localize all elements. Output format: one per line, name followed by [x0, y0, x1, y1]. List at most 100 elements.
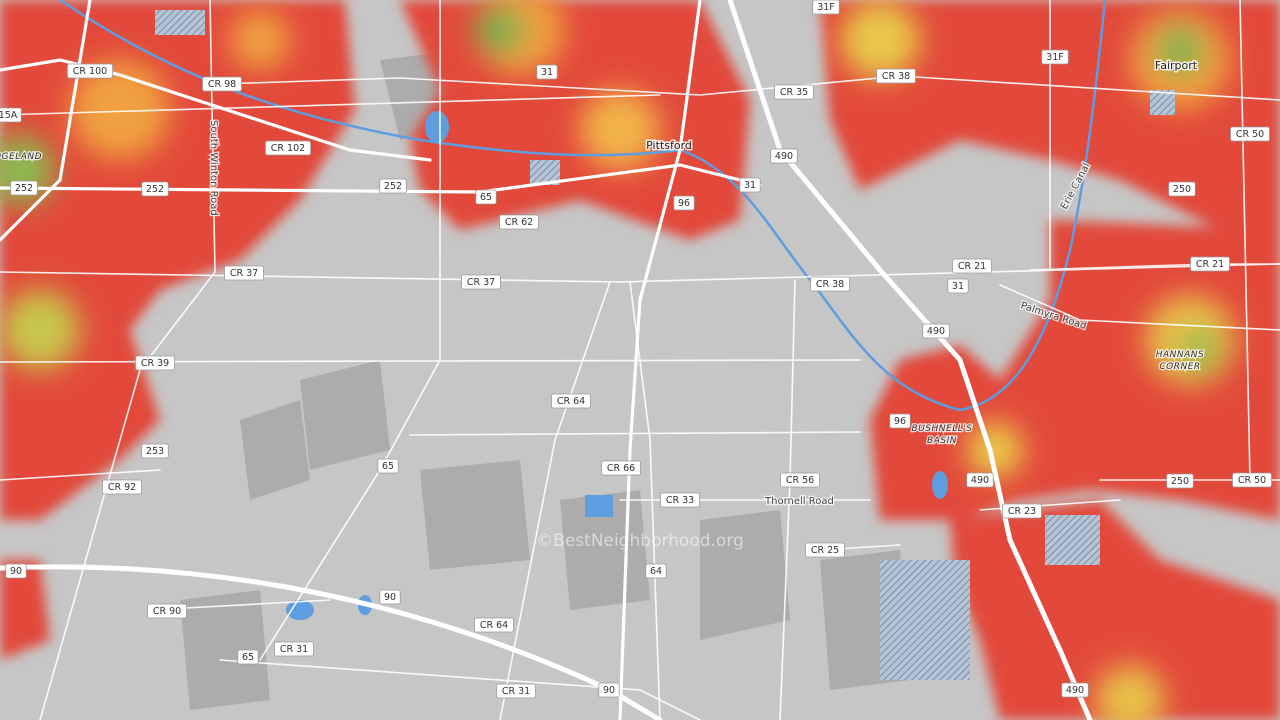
- road-shield: [379, 178, 407, 194]
- road-label: 253: [146, 446, 164, 457]
- road-shields: CR 100 CR 98 31 CR 38 31F 31F CR 35 CR 102 252 25…: [0, 0, 1272, 699]
- road-label: 90: [384, 592, 396, 603]
- road-label: 90: [603, 685, 615, 696]
- road-shield: [1232, 472, 1272, 488]
- road-label: 252: [146, 184, 164, 195]
- road-label: 65: [382, 461, 394, 472]
- road-label: CR 31: [280, 644, 308, 655]
- road-label: CR 31: [502, 686, 530, 697]
- road-shield: [601, 460, 641, 476]
- road-label: 31: [541, 67, 553, 78]
- road-label: 31F: [817, 2, 835, 13]
- place-label: BUSHNELL'S: [912, 424, 973, 434]
- place-label: CORNER: [1159, 362, 1200, 372]
- road-shield: [1166, 473, 1194, 489]
- road-label: CR 21: [1196, 259, 1224, 270]
- road-shield: [645, 563, 667, 579]
- road-shield: [947, 278, 969, 294]
- canal: [59, 0, 1107, 412]
- road-shield: [274, 641, 314, 657]
- road-label: CR 39: [141, 358, 169, 369]
- road-label: CR 50: [1236, 129, 1264, 140]
- road-label: CR 38: [816, 279, 844, 290]
- road-shield: [952, 258, 992, 274]
- road-shield: [379, 589, 401, 605]
- road-shield: [496, 683, 536, 699]
- road-shield: [812, 0, 840, 15]
- road-label: CR 37: [230, 268, 258, 279]
- road-label: 490: [1066, 685, 1084, 696]
- road-label: 252: [15, 183, 33, 194]
- road-label: CR 50: [1238, 475, 1266, 486]
- road-label: 31: [952, 281, 964, 292]
- road-label: CR 37: [467, 277, 495, 288]
- road-label: CR 23: [1008, 506, 1036, 517]
- place-label: BASIN: [927, 436, 957, 446]
- road-shield: [1190, 256, 1230, 272]
- road-shield: [141, 181, 169, 197]
- place-label: HANNANS: [1156, 350, 1205, 360]
- road-label: CR 64: [480, 620, 508, 631]
- road-shield: [774, 84, 814, 100]
- road-label: CR 38: [882, 71, 910, 82]
- road-label: 90: [10, 566, 22, 577]
- road-shield: [598, 682, 620, 698]
- road-label: 252: [384, 181, 402, 192]
- road-label: 490: [775, 151, 793, 162]
- watermark: ©BestNeighborhood.org: [536, 531, 744, 551]
- road-shield: [780, 472, 820, 488]
- road-label: CR 102: [271, 143, 305, 154]
- road-shield: [5, 563, 27, 579]
- road-label: 15A: [0, 110, 18, 121]
- road-label: 65: [480, 192, 492, 203]
- road-label: 250: [1171, 476, 1189, 487]
- road-shield: [876, 68, 916, 84]
- road-shield: [224, 265, 264, 281]
- road-label: 490: [971, 475, 989, 486]
- road-label: CR 98: [208, 79, 236, 90]
- road-shield: [377, 458, 399, 474]
- road-shield: [536, 64, 558, 80]
- road-shield: [499, 214, 539, 230]
- road-shield: [922, 323, 950, 339]
- road-shield: [1168, 181, 1196, 197]
- road-shield: [10, 180, 38, 196]
- road-label: 65: [242, 652, 254, 663]
- road-shield: [461, 274, 501, 290]
- road-shield: [551, 393, 591, 409]
- road-shield: [264, 140, 311, 156]
- road-label: 250: [1173, 184, 1191, 195]
- road-shield: [739, 177, 761, 193]
- road-label: 96: [678, 198, 690, 209]
- road-name: Thornell Road: [764, 496, 834, 507]
- road-shield: [1041, 49, 1069, 65]
- road-shield: [805, 542, 845, 558]
- road-shield: [673, 195, 695, 211]
- road-label: CR 21: [958, 261, 986, 272]
- road-label: CR 66: [607, 463, 635, 474]
- road-shield: [475, 189, 497, 205]
- road-label: CR 64: [557, 396, 585, 407]
- road-label: CR 62: [505, 217, 533, 228]
- road-shield: [1002, 503, 1042, 519]
- road-shield: [966, 472, 994, 488]
- road-label: 490: [927, 326, 945, 337]
- road-shield: [237, 649, 259, 665]
- road-label: CR 25: [811, 545, 839, 556]
- road-shield: [202, 76, 242, 92]
- road-shield: [770, 148, 798, 164]
- road-label: CR 56: [786, 475, 814, 486]
- road-name: South Winton Road: [208, 120, 219, 216]
- road-label: CR 33: [666, 495, 694, 506]
- road-shield: [660, 492, 700, 508]
- road-label: CR 90: [153, 606, 181, 617]
- road-shield: [1230, 126, 1270, 142]
- road-label: 31F: [1046, 52, 1064, 63]
- road-label: CR 100: [73, 66, 107, 77]
- road-shield: [135, 355, 175, 371]
- road-label: 31: [744, 180, 756, 191]
